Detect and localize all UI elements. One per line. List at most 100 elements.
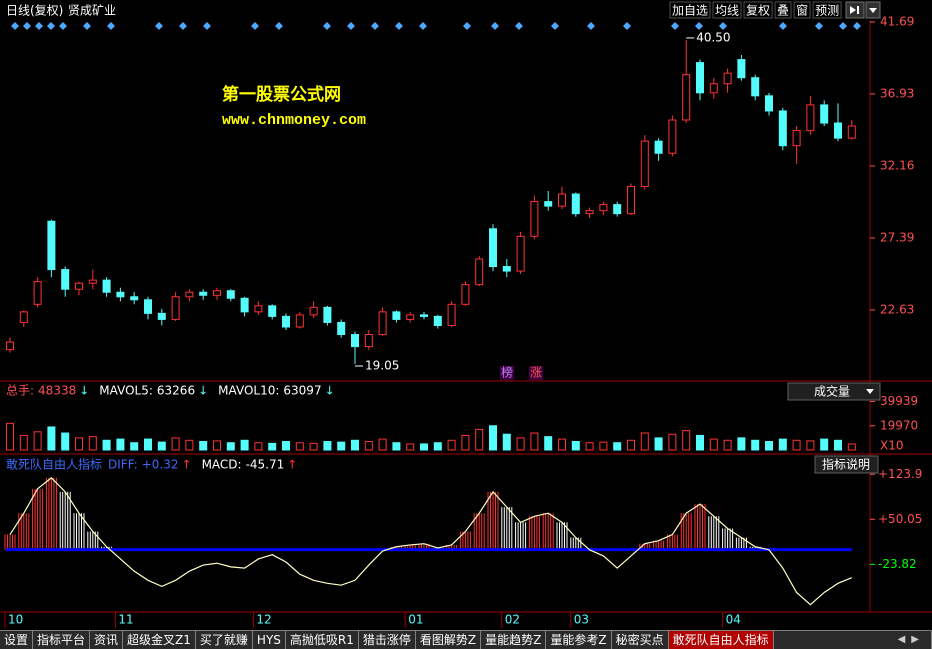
candle-body bbox=[682, 74, 691, 121]
candle-body bbox=[502, 266, 511, 272]
indicator-label: MACD: bbox=[202, 458, 242, 472]
volume-bar bbox=[558, 438, 566, 451]
candle-body bbox=[6, 341, 14, 351]
candle-body bbox=[378, 311, 387, 336]
signal-diamond bbox=[587, 22, 595, 30]
candle-body bbox=[323, 306, 332, 323]
volume-bar bbox=[171, 437, 180, 451]
volume-bar bbox=[806, 440, 815, 451]
candle-body bbox=[723, 72, 732, 85]
tab[interactable]: 敢死队自由人指标 bbox=[668, 631, 774, 649]
x-tick-label: 12 bbox=[256, 613, 271, 627]
indicator-label: MAVOL5: bbox=[99, 384, 153, 398]
candle-body bbox=[834, 122, 842, 139]
indicator-title: 敢死队自由人指标 bbox=[6, 457, 102, 472]
tab[interactable]: 买了就赚 bbox=[196, 631, 253, 649]
tab[interactable]: 设置 bbox=[0, 631, 34, 649]
signal-diamond bbox=[853, 22, 861, 30]
y-tick-label: 36.93 bbox=[880, 86, 914, 100]
y-tick-label: +123.9 bbox=[878, 467, 922, 481]
volume-bar bbox=[571, 441, 580, 451]
watermark-title: 第一股票公式网 bbox=[222, 84, 341, 105]
volume-bar bbox=[682, 430, 691, 451]
volume-bar bbox=[737, 437, 746, 451]
header-button[interactable]: 窗 bbox=[796, 4, 808, 18]
tab[interactable]: 量能参考Z bbox=[546, 631, 612, 649]
button-frame bbox=[793, 1, 811, 19]
tab[interactable]: 资讯 bbox=[90, 631, 124, 649]
tab[interactable]: HYS bbox=[253, 631, 286, 649]
y-tick-label: -23.82 bbox=[878, 557, 917, 571]
volume-bar bbox=[489, 425, 497, 451]
volume-bar bbox=[323, 441, 332, 451]
header-button[interactable]: 加自选 bbox=[672, 4, 708, 18]
candle-body bbox=[737, 59, 746, 79]
tab[interactable]: 看图解势Z bbox=[416, 631, 482, 649]
volume-bar bbox=[33, 431, 42, 451]
header-button[interactable]: 预测 bbox=[815, 4, 839, 18]
volume-bar bbox=[337, 441, 346, 451]
period-label: 日线(复权) bbox=[6, 4, 63, 18]
candle-body bbox=[185, 291, 194, 298]
volume-bar bbox=[351, 439, 359, 451]
x-tick-label: 03 bbox=[574, 613, 589, 627]
y-tick-label: 19970 bbox=[880, 418, 918, 432]
signal-diamond bbox=[323, 22, 331, 30]
indicator-value: -45.71 bbox=[246, 458, 285, 472]
header-button[interactable]: 均线 bbox=[715, 4, 739, 18]
tab[interactable]: 秘密买点 bbox=[612, 631, 669, 649]
volume-bar bbox=[75, 437, 83, 451]
header-button[interactable]: 叠 bbox=[777, 4, 789, 18]
volume-bar bbox=[723, 439, 732, 451]
volume-bar bbox=[61, 432, 70, 451]
signal-diamond bbox=[491, 22, 499, 30]
candle-body bbox=[613, 204, 622, 215]
signal-diamond bbox=[839, 22, 847, 30]
y-tick-label: 32.16 bbox=[880, 158, 914, 172]
tab[interactable]: 高抛低吸R1 bbox=[286, 631, 359, 649]
indicator-label: MAVOL10: bbox=[218, 384, 279, 398]
button-frame bbox=[669, 1, 711, 19]
candle-body bbox=[751, 77, 760, 97]
candle-body bbox=[19, 311, 28, 323]
button-frame bbox=[743, 1, 773, 19]
y-tick-label: 22.63 bbox=[880, 302, 914, 316]
candle-body bbox=[240, 297, 249, 313]
volume-bar bbox=[199, 441, 208, 451]
candle-body bbox=[295, 314, 304, 328]
tab-scroll[interactable]: ◀▶ bbox=[892, 631, 932, 649]
volume-bar bbox=[392, 442, 401, 451]
volume-bar bbox=[157, 441, 166, 451]
volume-bar bbox=[116, 438, 125, 451]
indicator-value: +0.32 bbox=[142, 458, 179, 472]
volume-bar bbox=[627, 439, 635, 451]
volume-bar bbox=[309, 442, 318, 451]
header-bar bbox=[0, 0, 932, 20]
selector-label[interactable]: 成交量 bbox=[814, 384, 850, 399]
candle-body bbox=[351, 334, 359, 348]
tab[interactable]: 量能趋势Z bbox=[481, 631, 547, 649]
signal-diamond bbox=[107, 22, 115, 30]
volume-bar bbox=[130, 442, 139, 451]
header-button[interactable]: 复权 bbox=[746, 4, 770, 18]
tab[interactable]: 猎击涨停 bbox=[359, 631, 416, 649]
indicator-arrow: ↓ bbox=[325, 384, 335, 398]
indicator-label: 总手: bbox=[6, 384, 34, 398]
candle-body bbox=[765, 95, 773, 112]
explain-label[interactable]: 指标说明 bbox=[822, 457, 870, 472]
candle-body bbox=[709, 83, 718, 94]
candle-body bbox=[571, 193, 580, 215]
candle-body bbox=[171, 296, 180, 320]
tab[interactable]: 超级金叉Z1 bbox=[123, 631, 196, 649]
candle-body bbox=[806, 104, 815, 132]
volume-bar bbox=[282, 441, 290, 451]
candle-body bbox=[213, 290, 221, 296]
candle-body bbox=[116, 291, 125, 298]
volume-bar bbox=[406, 443, 415, 451]
signal-diamond bbox=[11, 22, 19, 30]
candle-body bbox=[433, 315, 442, 326]
volume-bar bbox=[295, 442, 304, 451]
volume-bar bbox=[516, 437, 525, 451]
tab[interactable]: 指标平台 bbox=[33, 631, 91, 649]
volume-bar bbox=[530, 432, 539, 451]
